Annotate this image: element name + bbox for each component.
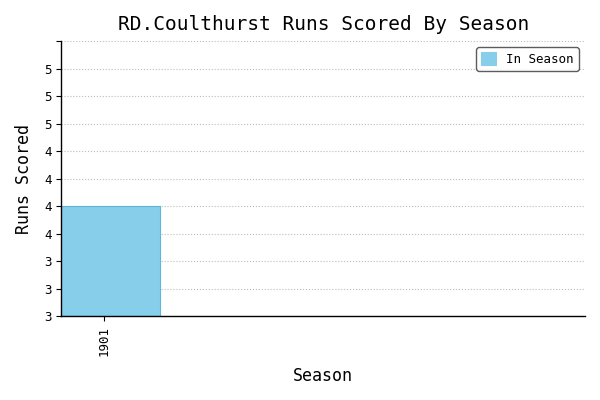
X-axis label: Season: Season [293, 367, 353, 385]
Bar [47, 206, 160, 316]
Legend: In Season: In Season [476, 47, 579, 71]
Y-axis label: Runs Scored: Runs Scored [15, 124, 33, 234]
Title: RD.Coulthurst Runs Scored By Season: RD.Coulthurst Runs Scored By Season [118, 15, 529, 34]
